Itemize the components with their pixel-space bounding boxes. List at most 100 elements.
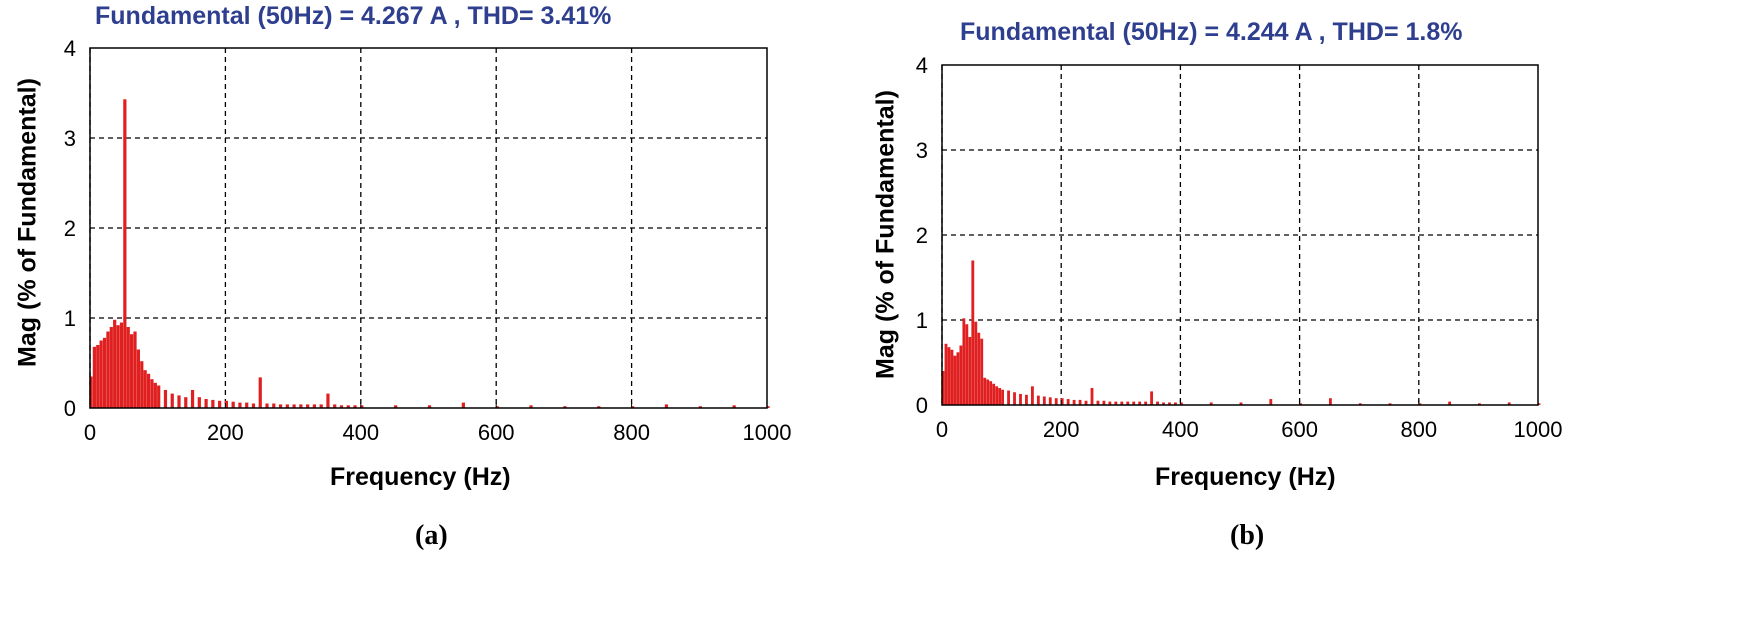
- bar: [664, 404, 669, 408]
- bar: [563, 406, 567, 408]
- bar: [1239, 402, 1243, 405]
- bar: [956, 352, 960, 405]
- bar: [143, 370, 147, 408]
- bar: [1013, 392, 1016, 405]
- bar: [245, 402, 249, 408]
- bar: [1537, 403, 1541, 405]
- bar: [1054, 398, 1058, 405]
- x-tick-label: 400: [1162, 417, 1199, 442]
- bar: [1156, 401, 1159, 405]
- bar: [123, 99, 127, 409]
- bar: [238, 402, 242, 408]
- bar: [944, 343, 948, 405]
- bar: [218, 400, 222, 408]
- bar: [204, 399, 208, 408]
- bar: [299, 404, 303, 408]
- bar: [197, 397, 201, 408]
- bar: [1144, 401, 1148, 405]
- bar: [1072, 399, 1076, 405]
- bar: [251, 403, 256, 408]
- bar: [326, 393, 330, 408]
- bar: [1507, 402, 1511, 405]
- y-tick-label: 0: [916, 393, 928, 418]
- bar: [163, 390, 168, 408]
- bar: [1132, 401, 1136, 405]
- bar: [1036, 395, 1040, 405]
- bar: [1102, 400, 1106, 405]
- y-tick-label: 2: [916, 223, 928, 248]
- bar: [1108, 401, 1112, 405]
- bar: [360, 405, 364, 408]
- bar: [1299, 403, 1303, 405]
- bar: [190, 390, 195, 408]
- bar: [394, 405, 398, 408]
- bar: [1209, 402, 1213, 405]
- bar: [292, 404, 296, 408]
- chart-panel-a: Fundamental (50Hz) = 4.267 A , THD= 3.41…: [14, 2, 792, 551]
- bar: [974, 321, 978, 405]
- bar: [962, 318, 966, 405]
- bar: [146, 373, 151, 408]
- y-tick-label: 4: [64, 36, 76, 61]
- bar: [1007, 390, 1010, 405]
- bar: [339, 405, 344, 408]
- bar: [89, 376, 93, 408]
- bar: [92, 346, 96, 408]
- bar: [630, 406, 635, 408]
- bar: [1060, 398, 1064, 405]
- x-tick-label: 1000: [743, 420, 792, 445]
- y-tick-label: 3: [916, 138, 928, 163]
- bar: [1448, 401, 1452, 405]
- y-tick-label: 4: [916, 53, 928, 78]
- panel-caption: (b): [1230, 520, 1265, 551]
- bar: [224, 400, 229, 408]
- bar: [947, 347, 951, 405]
- bar: [1001, 389, 1005, 405]
- bar: [992, 383, 996, 405]
- bar: [1120, 401, 1124, 405]
- bar: [965, 324, 969, 405]
- bar: [989, 381, 993, 405]
- bar: [119, 322, 124, 408]
- x-tick-label: 0: [936, 417, 948, 442]
- chart-panel-b: Fundamental (50Hz) = 4.244 A , THD= 1.8%…: [872, 0, 1750, 620]
- bar: [319, 404, 323, 408]
- bar: [1269, 399, 1273, 405]
- bar: [231, 401, 235, 408]
- bar: [258, 377, 262, 408]
- bar: [1358, 403, 1362, 405]
- bar: [427, 405, 432, 408]
- bar: [130, 334, 134, 408]
- bar: [278, 404, 283, 408]
- x-tick-label: 800: [1400, 417, 1437, 442]
- bar: [1084, 400, 1088, 405]
- bar: [170, 393, 174, 408]
- bar: [102, 337, 107, 408]
- x-tick-label: 600: [1281, 417, 1318, 442]
- bar: [971, 260, 975, 405]
- bar: [306, 404, 310, 408]
- bar: [126, 327, 130, 408]
- bar: [698, 406, 702, 408]
- bar: [461, 402, 465, 408]
- bar: [959, 345, 963, 405]
- bar: [1048, 397, 1052, 405]
- bar: [1126, 401, 1130, 405]
- bar: [96, 345, 100, 408]
- bar: [136, 349, 140, 408]
- bar: [1150, 391, 1154, 405]
- bar: [140, 361, 144, 408]
- y-tick-label: 1: [64, 306, 76, 331]
- bar: [766, 406, 770, 408]
- y-tick-label: 1: [916, 308, 928, 333]
- bar: [1042, 396, 1046, 405]
- bar: [1179, 402, 1183, 405]
- bar: [1025, 394, 1028, 405]
- y-tick-label: 3: [64, 126, 76, 151]
- x-tick-label: 600: [478, 420, 515, 445]
- bar: [265, 403, 269, 408]
- bar: [353, 405, 357, 408]
- bar: [941, 371, 945, 405]
- y-tick-label: 2: [64, 216, 76, 241]
- bar: [113, 319, 117, 408]
